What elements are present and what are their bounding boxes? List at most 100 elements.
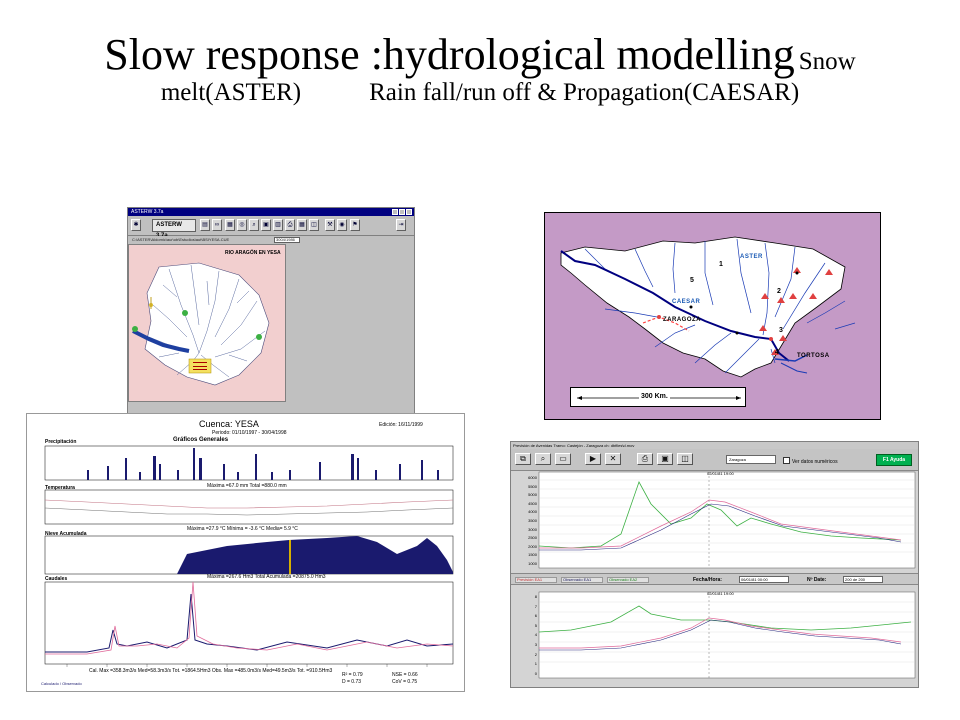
- point-label-1: 1: [719, 261, 723, 268]
- minimize-button[interactable]: [392, 209, 398, 215]
- aster-map-window: RIO ARAGÓN EN YESA: [128, 244, 286, 402]
- y-tick: 5000: [528, 492, 537, 498]
- aster-path-bar: C:\ASTER\Aldomic\aur\ob\Estudios\aut\BSI…: [128, 236, 414, 244]
- grid-icon[interactable]: ▣: [261, 219, 271, 231]
- zoom-icon[interactable]: ⌕: [535, 453, 551, 465]
- section-flow-label: Caudales: [45, 576, 68, 582]
- month-ticks: [66, 664, 428, 667]
- save-icon[interactable]: ▥: [273, 219, 283, 231]
- caesar-plots: [538, 471, 916, 679]
- aster-river-network: [148, 264, 266, 378]
- station-marker: [132, 326, 138, 332]
- numeric-data-checkbox[interactable]: Ver datos numéricos: [783, 457, 838, 465]
- title-line-2: melt(ASTER) Rain fall/run off & Propagati…: [0, 79, 960, 107]
- stat-nse: NSE = 0.66: [392, 672, 418, 678]
- flow-calc-line: [45, 593, 454, 653]
- bottom-navy-line: [539, 619, 902, 651]
- precip-bars: [87, 448, 439, 480]
- legend-observed-1[interactable]: Observado EA1: [561, 577, 603, 583]
- point-label-2: 2: [777, 288, 781, 295]
- top-green-line: [538, 481, 902, 549]
- legend-observed-2[interactable]: Observado EA2: [607, 577, 649, 583]
- report-edition: Edición: 16/11/1999: [379, 422, 423, 428]
- precip-plot-frame: [44, 445, 454, 481]
- ebro-markers: [657, 267, 833, 355]
- top-plot-area: [538, 471, 916, 569]
- ebro-basin-map-panel: ASTER CAESAR ZARAGOZA TORTOSA 1 2 3 4 5 …: [544, 212, 881, 420]
- station-dropdown[interactable]: Zaragoza: [726, 455, 776, 464]
- chart-icon[interactable]: ◫: [677, 453, 693, 465]
- snow-stats: Máxima =267.6 Hm3 Total Acumulada =20875…: [207, 574, 326, 580]
- temp-min-line: [44, 507, 454, 516]
- graph-icon[interactable]: ◫: [309, 219, 319, 231]
- help-button[interactable]: F1 Ayuda: [876, 454, 912, 466]
- station-marker: [256, 334, 262, 340]
- yesa-report: Cuenca: YESA Edición: 16/11/1999 Periodo…: [26, 413, 465, 692]
- y-tick: 8: [534, 594, 537, 599]
- section-snow-label: Nieve Acumulada: [45, 531, 87, 537]
- glasses-icon[interactable]: ∞: [212, 219, 222, 231]
- temp-stats: Máxima =27.9 °C Mínima = -3.6 °C Media= …: [187, 526, 298, 532]
- open-icon[interactable]: ⧉: [515, 453, 531, 465]
- search-icon[interactable]: ⌕: [249, 219, 259, 231]
- caesar-label: CAESAR: [672, 299, 701, 305]
- stop-icon[interactable]: ✕: [605, 453, 621, 465]
- flag-icon[interactable]: ⚑: [350, 219, 360, 231]
- snow-area-1: [177, 540, 291, 574]
- caesar-menu-bar: Previsión de Avenidas Tramo: Castejón - …: [511, 442, 918, 449]
- folder-icon[interactable]: ▤: [200, 219, 210, 231]
- y-tick: 3: [534, 641, 537, 647]
- y-tick: 1000: [528, 560, 537, 566]
- bottom-pink-line: [539, 617, 902, 649]
- monitor-icon[interactable]: ▣: [657, 453, 673, 465]
- date-label: Fecha/Hora:: [693, 577, 722, 583]
- y-tick: 0: [534, 670, 537, 676]
- exit-door-icon[interactable]: ⇥: [396, 219, 406, 231]
- close-button[interactable]: [406, 209, 412, 215]
- precip-stats: Máxima =67.0 mm Total =880.0 mm: [207, 483, 287, 489]
- bottom-gridlines: [539, 601, 915, 663]
- report-subtitle: Gráficos Generales: [173, 437, 229, 443]
- y-tick: 2: [534, 651, 537, 657]
- y-tick: 6000: [528, 475, 537, 480]
- y-tick: 5500: [528, 483, 537, 489]
- flow-stats: Cal. Max =358.3m3/s Med=58.3m3/s Tot. =1…: [89, 668, 333, 674]
- date-field[interactable]: 06/01/81 00:00: [739, 576, 789, 583]
- legend-forecast[interactable]: Previsión EA1: [515, 577, 557, 583]
- n-date-field[interactable]: 200 de 200: [843, 576, 883, 583]
- aster-label: ASTER: [740, 254, 763, 260]
- print-icon[interactable]: ⎙: [637, 453, 653, 465]
- yesa-plots: [44, 445, 454, 667]
- window-icon[interactable]: ▭: [555, 453, 571, 465]
- aster-code-field[interactable]: 3004/1986: [274, 237, 300, 243]
- tools-icon[interactable]: ⚒: [325, 219, 335, 231]
- aster-toolbar-label: ASTERW 3.7a: [152, 219, 196, 239]
- camera-icon[interactable]: ◉: [337, 219, 347, 231]
- reservoir-yesa: [132, 329, 190, 353]
- compass-icon[interactable]: ◎: [237, 219, 247, 231]
- chart-icon[interactable]: ▦: [225, 219, 235, 231]
- temp-max-line: [44, 499, 454, 509]
- temp-plot-frame: [44, 489, 454, 525]
- y-tick: 4500: [528, 500, 537, 506]
- maximize-button[interactable]: [399, 209, 405, 215]
- y-tick: 5: [534, 622, 537, 628]
- ebro-tributaries: [584, 238, 856, 374]
- top-annotation: 02/01/81 19:00: [707, 471, 734, 476]
- top-pink-line: [539, 499, 902, 549]
- ebro-delta: [774, 354, 808, 362]
- settings-icon[interactable]: ✱: [131, 219, 141, 231]
- aster-titlebar: ASTERW 3.7a: [128, 208, 414, 216]
- aster-window: ASTERW 3.7a ✱ ASTERW 3.7a ▤ ∞ ▦ ◎ ⌕ ▣ ▥ …: [127, 207, 415, 417]
- y-tick: 7: [534, 603, 537, 609]
- aster-toolbar: ✱ ASTERW 3.7a ▤ ∞ ▦ ◎ ⌕ ▣ ▥ ⎙ ▦ ◫ ⚒ ◉ ⚑ …: [128, 216, 414, 239]
- snow-area-2: [289, 536, 453, 574]
- flow-plot-frame: [44, 581, 454, 665]
- bottom-annotation: 02/01/81 19:00: [707, 591, 734, 596]
- station-dots: [689, 271, 799, 335]
- print-icon[interactable]: ⎙: [285, 219, 295, 231]
- table-icon[interactable]: ▦: [297, 219, 307, 231]
- scale-label: 300 Km.: [639, 393, 670, 400]
- play-icon[interactable]: ▶: [585, 453, 601, 465]
- y-tick: 4: [534, 632, 537, 638]
